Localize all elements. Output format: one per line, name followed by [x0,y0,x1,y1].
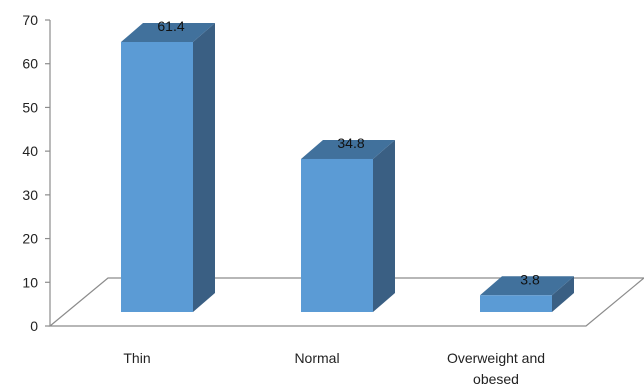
bar-front-face [121,42,193,312]
y-tick-label: 0 [30,318,38,334]
bar-side-face [552,276,574,312]
x-tick-label-line: Overweight and [447,350,545,366]
x-axis: Thin Normal Overweight and obesed [123,350,545,387]
bar-side-face [373,139,395,312]
data-labels: 61.4 34.8 3.8 [157,18,540,287]
bar-front-face [480,295,552,312]
y-tick-label: 10 [22,274,38,290]
bar-side-face [193,23,215,312]
x-tick-label: Thin [123,350,150,366]
bar-series [121,23,574,312]
data-label: 34.8 [337,135,364,151]
x-tick-label-line: Normal [294,350,339,366]
bar [301,139,395,312]
bar-top-face [480,276,574,296]
x-tick-label: Normal [294,350,339,366]
y-tick-label: 60 [22,56,38,72]
x-tick-label-line: Thin [123,350,150,366]
x-tick-label-line: obesed [473,371,519,387]
y-tick-label: 20 [22,231,38,247]
data-label: 61.4 [157,18,184,34]
bar [480,276,574,312]
data-label: 3.8 [520,271,540,287]
bar-top-face [121,23,215,42]
y-tick-label: 30 [22,187,38,203]
y-tick-label: 70 [22,12,38,28]
bar-front-face [301,158,373,312]
x-tick-label: Overweight and obesed [447,350,545,387]
y-tick-label: 50 [22,99,38,115]
bar-top-face [301,139,395,159]
bar [121,23,215,312]
y-axis: 0 10 20 30 40 50 60 70 [22,12,51,334]
y-tick-label: 40 [22,143,38,159]
